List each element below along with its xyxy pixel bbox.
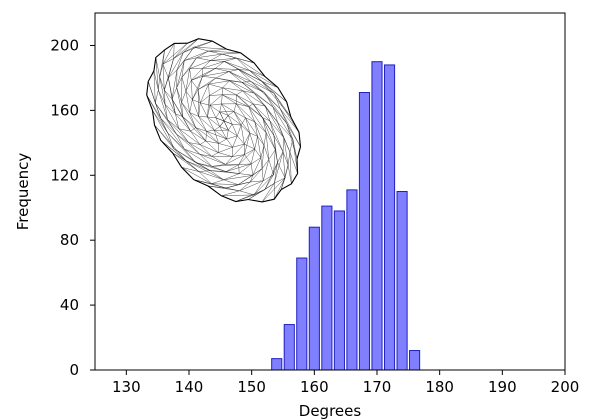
y-tick-label: 80: [60, 231, 79, 249]
bar-172: [383, 64, 396, 371]
x-tick-label: 200: [551, 378, 580, 396]
y-tick-label: 160: [50, 101, 79, 119]
bar-176: [409, 350, 421, 371]
plot-frame: [94, 12, 566, 371]
bar-160: [308, 226, 320, 371]
ellipsoid-wireframe-mesh-icon: [146, 38, 302, 203]
bar-154: [271, 358, 283, 371]
y-tick-label: 40: [60, 296, 79, 314]
x-axis-label: Degrees: [299, 402, 362, 420]
x-tick-label: 160: [300, 378, 329, 396]
bar-174: [396, 191, 408, 371]
x-tick-label: 170: [363, 378, 392, 396]
y-axis-label: Frequency: [14, 153, 32, 231]
y-tick-label: 0: [69, 361, 79, 379]
bar-158: [296, 257, 308, 371]
x-axis-ticks: 130 140 150 160 170 180 190 200: [112, 370, 579, 396]
x-tick-label: 150: [237, 378, 266, 396]
y-axis-ticks: 0 40 80 120 160 200: [50, 36, 95, 379]
bar-156: [283, 324, 295, 371]
bar-164: [333, 210, 345, 371]
x-tick-label: 140: [175, 378, 204, 396]
x-tick-label: 130: [112, 378, 141, 396]
x-tick-label: 180: [425, 378, 454, 396]
y-tick-label: 120: [50, 166, 79, 184]
mesh-edges: [146, 38, 301, 203]
bars: [271, 61, 421, 371]
bar-166: [346, 189, 358, 371]
bar-168: [358, 92, 371, 371]
mesh-outline: [146, 38, 302, 203]
bar-170: [371, 61, 383, 371]
bar-162: [321, 205, 333, 371]
y-tick-label: 200: [50, 36, 79, 54]
x-tick-label: 190: [488, 378, 517, 396]
